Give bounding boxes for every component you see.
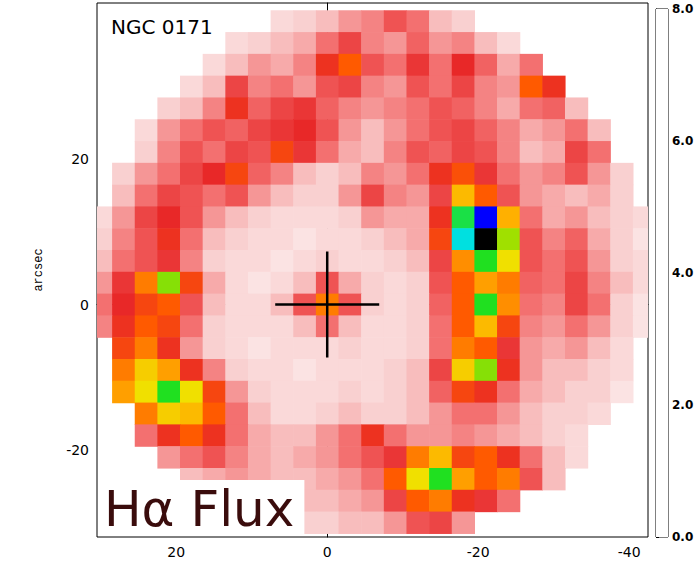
svg-text:NGC 0171: NGC 0171 bbox=[111, 15, 213, 39]
svg-text:0.0: 0.0 bbox=[672, 530, 693, 544]
svg-text:0: 0 bbox=[80, 297, 89, 313]
svg-text:arcsec: arcsec bbox=[32, 248, 46, 291]
svg-text:8.0: 8.0 bbox=[672, 2, 693, 16]
svg-text:-40: -40 bbox=[618, 544, 641, 560]
svg-text:0: 0 bbox=[323, 544, 332, 560]
svg-text:6.0: 6.0 bbox=[672, 134, 693, 148]
svg-text:20: 20 bbox=[167, 544, 185, 560]
svg-text:2.0: 2.0 bbox=[672, 398, 693, 412]
svg-text:Hα Flux: Hα Flux bbox=[104, 480, 294, 538]
svg-text:-20: -20 bbox=[467, 544, 490, 560]
svg-text:4.0: 4.0 bbox=[672, 266, 693, 280]
svg-text:-20: -20 bbox=[66, 442, 89, 458]
svg-text:20: 20 bbox=[71, 151, 89, 167]
